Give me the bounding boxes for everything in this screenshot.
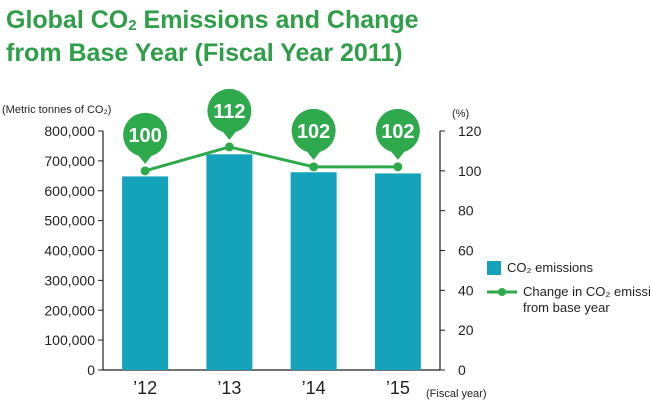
change-point [309, 162, 319, 172]
legend-label-emissions: CO₂ emissions [507, 260, 593, 275]
title-line1: Global CO2 Emissions and Change [6, 6, 419, 34]
legend-label-change: Change in CO₂ emissions from base year [523, 284, 650, 315]
right-tick-label: 120 [458, 123, 482, 139]
left-tick-label: 500,000 [44, 213, 95, 229]
x-axis-label: (Fiscal year) [426, 388, 487, 400]
title-line2: from Base Year (Fiscal Year 2011) [6, 39, 403, 67]
legend-swatch-line [487, 288, 517, 296]
left-tick-label: 0 [87, 362, 95, 378]
data-label: 112 [213, 101, 245, 123]
right-tick-label: 0 [458, 362, 466, 378]
right-tick-label: 40 [458, 282, 474, 298]
left-tick-label: 700,000 [44, 153, 95, 169]
callout-bubble [207, 88, 252, 133]
left-tick-label: 800,000 [44, 123, 95, 139]
left-tick-label: 100,000 [44, 332, 95, 348]
data-label: 100 [128, 125, 161, 147]
callout-bubble [291, 108, 336, 153]
bar [374, 173, 421, 370]
x-tick-label: ’13 [217, 378, 241, 398]
x-tick-label: ’12 [133, 378, 157, 398]
right-tick-label: 80 [458, 203, 474, 219]
bar [122, 176, 169, 370]
callout-bubble [123, 112, 168, 157]
right-tick-label: 100 [458, 163, 482, 179]
x-tick-label: ’15 [386, 378, 410, 398]
left-axis-label: (Metric tonnes of CO₂) [2, 104, 111, 116]
x-tick-label: ’14 [302, 378, 326, 398]
right-axis-label: (%) [452, 108, 469, 120]
left-tick-label: 400,000 [44, 243, 95, 259]
data-label: 102 [381, 121, 414, 143]
chart-title: Global CO2 Emissions and Change from Bas… [6, 4, 606, 70]
change-point [140, 166, 150, 176]
legend-swatch-bar [487, 261, 501, 275]
bar [206, 154, 253, 370]
right-tick-label: 60 [458, 243, 474, 259]
change-point [224, 142, 234, 152]
left-tick-label: 300,000 [44, 272, 95, 288]
right-tick-label: 20 [458, 322, 474, 338]
left-tick-label: 200,000 [44, 302, 95, 318]
change-line [144, 145, 398, 173]
left-tick-label: 600,000 [44, 183, 95, 199]
callout-bubble [375, 108, 420, 153]
bar [290, 172, 337, 370]
change-point [393, 162, 403, 172]
data-label: 102 [297, 121, 330, 143]
